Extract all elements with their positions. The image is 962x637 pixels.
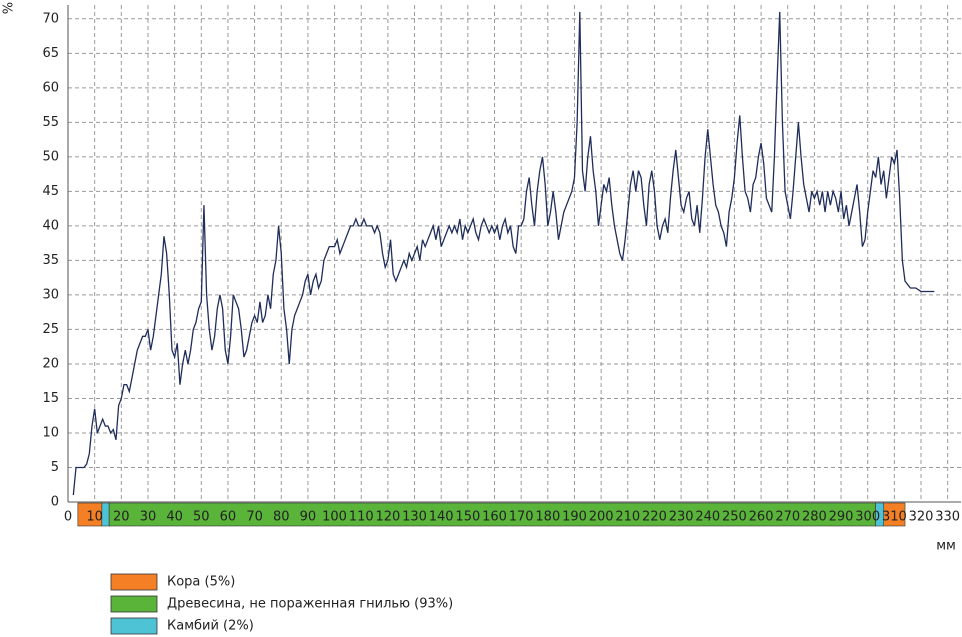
x-tick-label: 30 (140, 510, 157, 525)
y-tick-label: 60 (42, 80, 59, 95)
x-tick-label: 150 (455, 510, 480, 525)
y-tick-label: 35 (42, 253, 59, 268)
x-tick-label: 220 (642, 510, 667, 525)
legend-swatch (110, 617, 158, 635)
x-tick-label: 250 (722, 510, 747, 525)
y-axis-label: % (0, 2, 14, 14)
legend-swatch (110, 573, 158, 591)
data-line (72, 11, 935, 496)
x-tick-label: 240 (695, 510, 720, 525)
zone-band (101, 502, 110, 527)
x-tick-label: 320 (909, 510, 934, 525)
x-tick-label: 80 (273, 510, 290, 525)
x-axis-label: мм (936, 539, 956, 554)
y-tick-label: 20 (42, 356, 59, 371)
x-tick-label: 60 (220, 510, 237, 525)
y-tick-label: 15 (42, 391, 59, 406)
x-tick-label: 170 (509, 510, 534, 525)
x-tick-label: 20 (113, 510, 130, 525)
x-tick-label: 110 (349, 510, 374, 525)
zone-band (875, 502, 884, 527)
y-tick-label: 5 (51, 460, 59, 475)
x-tick-label: 130 (402, 510, 427, 525)
x-tick-label: 260 (749, 510, 774, 525)
x-tick-label: 50 (193, 510, 210, 525)
x-tick-label: 100 (322, 510, 347, 525)
x-tick-label: 70 (246, 510, 263, 525)
y-tick-label: 65 (42, 46, 59, 61)
x-tick-label: 10 (86, 510, 103, 525)
x-tick-label: 270 (775, 510, 800, 525)
x-tick-label: 300 (855, 510, 880, 525)
x-tick-label: 90 (300, 510, 317, 525)
x-tick-label: 280 (802, 510, 827, 525)
legend-label: Древесина, не пораженная гнилью (93%) (167, 597, 453, 612)
x-tick-label: 140 (429, 510, 454, 525)
x-tick-label: 210 (615, 510, 640, 525)
y-tick-label: 55 (42, 115, 59, 130)
x-tick-label: 230 (669, 510, 694, 525)
y-tick-label: 25 (42, 322, 59, 337)
y-tick-label: 0 (51, 495, 59, 510)
x-tick-label: 180 (535, 510, 560, 525)
y-tick-label: 30 (42, 287, 59, 302)
legend-label: Кора (5%) (167, 575, 235, 590)
x-tick-label: 120 (375, 510, 400, 525)
legend-swatch (110, 595, 158, 613)
x-tick-label: 290 (829, 510, 854, 525)
x-tick-label: 330 (935, 510, 960, 525)
x-tick-label: 0 (64, 510, 72, 525)
y-tick-label: 45 (42, 184, 59, 199)
x-tick-label: 160 (482, 510, 507, 525)
y-tick-label: 10 (42, 425, 59, 440)
x-tick-label: 40 (166, 510, 183, 525)
y-tick-label: 50 (42, 149, 59, 164)
x-tick-label: 310 (882, 510, 907, 525)
legend-label: Камбий (2%) (167, 619, 254, 634)
x-tick-label: 190 (562, 510, 587, 525)
y-tick-label: 70 (42, 11, 59, 26)
x-tick-label: 200 (589, 510, 614, 525)
y-tick-label: 40 (42, 218, 59, 233)
